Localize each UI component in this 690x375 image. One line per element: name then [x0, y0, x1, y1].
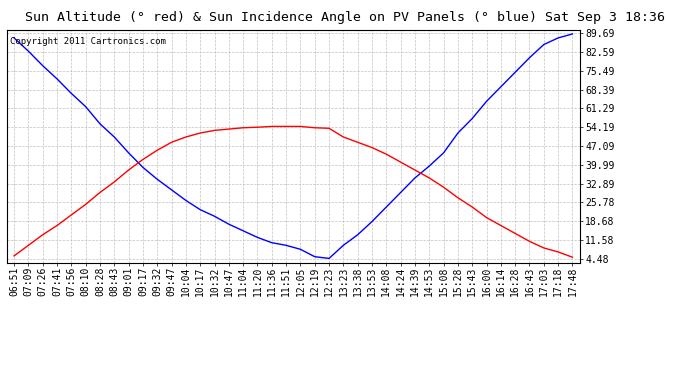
Text: Copyright 2011 Cartronics.com: Copyright 2011 Cartronics.com: [10, 37, 166, 46]
Text: Sun Altitude (° red) & Sun Incidence Angle on PV Panels (° blue) Sat Sep 3 18:36: Sun Altitude (° red) & Sun Incidence Ang…: [25, 11, 665, 24]
